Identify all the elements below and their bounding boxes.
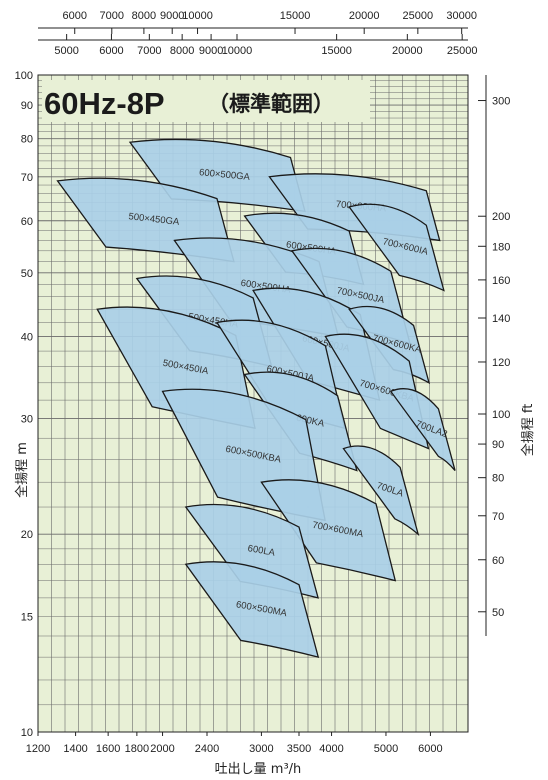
top-axis-upper-tick-label: 8000 xyxy=(132,10,156,22)
top-axis-lower-tick-label: 7000 xyxy=(137,45,161,57)
x-tick-label: 4000 xyxy=(319,743,343,755)
top-axis-upper-tick-label: 6000 xyxy=(62,10,86,22)
right-tick-label: 200 xyxy=(492,211,510,223)
top-axis-lower-tick-label: 8000 xyxy=(170,45,194,57)
right-tick-label: 80 xyxy=(492,473,504,485)
x-tick-label: 1400 xyxy=(63,743,87,755)
region-15 xyxy=(389,388,456,471)
y-axis-label-right: 全揚程 ft xyxy=(520,404,536,457)
chart-subtitle: （標準範囲） xyxy=(208,92,334,116)
x-tick-labels: 1200 1400 1600 1800 2000 2400 3000 3500 4000 5000… xyxy=(26,732,443,755)
x-tick-label: 5000 xyxy=(374,743,398,755)
y-axis-label-left: 全揚程 m xyxy=(14,442,30,498)
right-tick-label: 50 xyxy=(492,607,504,619)
y-tick-label: 20 xyxy=(21,529,33,541)
top-axis-upper-tick-label: 7000 xyxy=(100,10,124,22)
top-axis-upper-tick-label: 30000 xyxy=(446,10,477,22)
x-tick-label: 2400 xyxy=(195,743,219,755)
top-axis-lower-tick-label: 10000 xyxy=(222,45,253,57)
title-backdrop xyxy=(42,80,370,122)
x-tick-label: 1600 xyxy=(96,743,120,755)
right-tick-label: 140 xyxy=(492,313,510,325)
right-tick-label: 60 xyxy=(492,555,504,567)
top-axis-upper-tick-label: 20000 xyxy=(349,10,380,22)
region-17 xyxy=(342,445,420,537)
top-axis-lower-tick-label: 5000 xyxy=(54,45,78,57)
x-tick-label: 3500 xyxy=(287,743,311,755)
top-axis-lower-tick-label: 25000 xyxy=(447,45,478,57)
y-tick-label: 90 xyxy=(21,100,33,112)
x-tick-label: 6000 xyxy=(418,743,442,755)
region-18 xyxy=(260,479,397,582)
right-tick-label: 180 xyxy=(492,241,510,253)
right-tick-label: 160 xyxy=(492,275,510,287)
y-tick-label: 80 xyxy=(21,134,33,146)
right-tick-label: 100 xyxy=(492,409,510,421)
y-tick-label: 100 xyxy=(15,70,33,82)
y-tick-label: 10 xyxy=(21,727,33,739)
right-tick-label: 300 xyxy=(492,96,510,108)
right-tick-label: 90 xyxy=(492,439,504,451)
right-tick-label: 70 xyxy=(492,511,504,523)
region-20 xyxy=(184,561,320,659)
regions: 600×500GA500×450GA700×600HA600×500HA700×… xyxy=(56,138,456,659)
y-tick-labels: 10 15 20 30 40 50 60 70 80 90 100 xyxy=(15,70,33,739)
y-tick-label: 70 xyxy=(21,172,33,184)
region-label-1: 600×500GA xyxy=(199,167,251,183)
x-tick-label: 1200 xyxy=(26,743,50,755)
region-label-19: 600LA xyxy=(247,543,277,559)
right-tick-label: 120 xyxy=(492,357,510,369)
top-axis-upper-tick-label: 25000 xyxy=(403,10,434,22)
x-axis-label: 吐出し量 m³/h xyxy=(215,762,302,777)
top-axis-lower-tick-label: 6000 xyxy=(99,45,123,57)
top-axis-lower-tick-label: 20000 xyxy=(392,45,423,57)
y-tick-label: 50 xyxy=(21,268,33,280)
chart-title: 60Hz-8P xyxy=(44,86,165,121)
y-tick-label: 60 xyxy=(21,216,33,228)
top-axis-lower-tick-label: 15000 xyxy=(321,45,352,57)
x-tick-label: 2000 xyxy=(150,743,174,755)
region-13 xyxy=(324,333,430,450)
top-axis-upper-tick-label: 10000 xyxy=(182,10,213,22)
top-axis-lower-tick-label: 9000 xyxy=(199,45,223,57)
plot-frame xyxy=(37,74,469,733)
x-tick-label: 1800 xyxy=(125,743,149,755)
y-tick-label: 40 xyxy=(21,331,33,343)
y-tick-label: 15 xyxy=(21,611,33,623)
x-tick-label: 3000 xyxy=(249,743,273,755)
right-axis-ft: 50 60 70 80 90 100 120 140 160 180 200 300 xyxy=(478,75,510,636)
y-tick-label: 30 xyxy=(21,414,33,426)
region-5 xyxy=(348,203,445,292)
top-axis-upper-tick-label: 15000 xyxy=(280,10,311,22)
top-axis-upper-tick-label: 9000 xyxy=(160,10,184,22)
